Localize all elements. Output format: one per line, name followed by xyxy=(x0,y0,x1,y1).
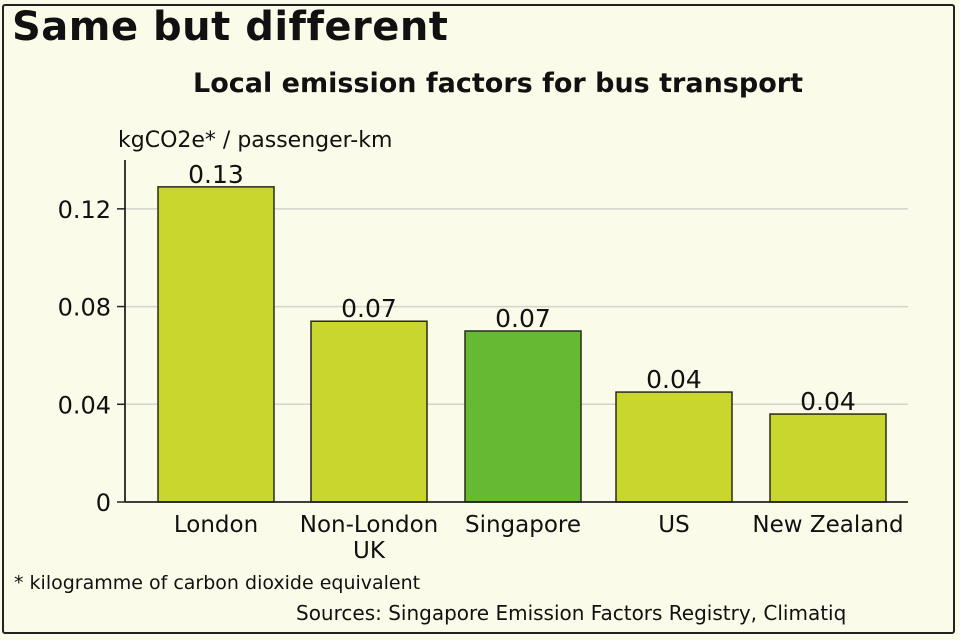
bar xyxy=(615,391,733,503)
data-label: 0.07 xyxy=(341,294,397,323)
chart-title: Local emission factors for bus transport xyxy=(193,68,803,99)
x-tick-label: New Zealand xyxy=(752,512,903,538)
y-tick-label: 0.12 xyxy=(58,196,111,224)
data-label: 0.13 xyxy=(188,160,244,189)
sources-note: Sources: Singapore Emission Factors Regi… xyxy=(296,601,847,625)
y-tick-label: 0 xyxy=(96,489,111,517)
x-tick-labels: London Non-London UK Singapore US New Zealand xyxy=(174,512,904,564)
axes xyxy=(124,160,908,503)
chart-frame xyxy=(2,4,955,634)
data-label: 0.04 xyxy=(646,365,702,394)
data-label: 0.04 xyxy=(800,387,856,416)
data-label: 0.07 xyxy=(495,304,551,333)
y-tick-label: 0.08 xyxy=(58,294,111,322)
x-tick-label: Singapore xyxy=(465,512,581,538)
footnote: * kilogramme of carbon dioxide equivalen… xyxy=(14,572,421,594)
bars xyxy=(157,186,887,503)
bar xyxy=(464,330,582,503)
bar xyxy=(157,186,275,503)
y-axis-label: kgCO2e* / passenger-km xyxy=(118,128,393,153)
data-labels: 0.13 0.07 0.07 0.04 0.04 xyxy=(188,160,856,416)
x-tick-label: London xyxy=(174,512,258,538)
y-tick-labels: 0 0.04 0.08 0.12 xyxy=(58,196,125,517)
x-tick-label: Non-London UK xyxy=(300,512,438,564)
page-title: Same but different xyxy=(12,4,449,50)
bar xyxy=(769,413,887,503)
y-tick-label: 0.04 xyxy=(58,391,111,419)
x-tick-label: US xyxy=(658,512,689,538)
bar xyxy=(310,320,428,503)
